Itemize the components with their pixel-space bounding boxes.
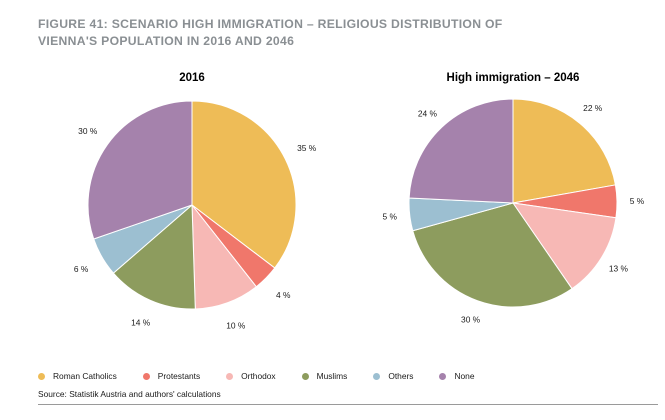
pie-slice-roman-catholics bbox=[512, 98, 616, 204]
legend-item-orthodox: Orthodox bbox=[226, 371, 276, 381]
legend-label: Roman Catholics bbox=[53, 371, 117, 381]
chart-title: High immigration – 2046 bbox=[447, 72, 580, 84]
legend: Roman Catholics Protestants Orthodox Muslim… bbox=[38, 371, 501, 381]
slice-label-muslims: 14 % bbox=[131, 317, 151, 327]
legend-label: None bbox=[454, 371, 475, 381]
legend-swatch bbox=[373, 372, 381, 380]
slice-label-orthodox: 10 % bbox=[226, 320, 246, 330]
bottom-rule bbox=[38, 404, 658, 405]
legend-swatch bbox=[226, 372, 234, 380]
figure-title-line-1: FIGURE 41: SCENARIO HIGH IMMIGRATION – R… bbox=[38, 17, 503, 31]
figure-title-line-2: VIENNA'S POPULATION IN 2016 AND 2046 bbox=[38, 34, 295, 48]
slice-label-roman-catholics: 35 % bbox=[297, 143, 317, 153]
legend-label: Orthodox bbox=[241, 371, 276, 381]
slice-label-muslims: 30 % bbox=[461, 315, 481, 325]
legend-label: Others bbox=[388, 371, 414, 381]
slice-label-others: 5 % bbox=[383, 212, 398, 222]
slice-label-orthodox: 13 % bbox=[609, 263, 629, 273]
slice-label-roman-catholics: 22 % bbox=[583, 103, 603, 113]
legend-swatch bbox=[38, 372, 45, 380]
pie-slice-orthodox bbox=[511, 202, 617, 290]
legend-swatch bbox=[142, 372, 150, 380]
source-note: Source: Statistik Austria and authors' c… bbox=[38, 389, 221, 399]
slice-label-others: 6 % bbox=[74, 264, 89, 274]
pie-slice-muslims bbox=[112, 203, 196, 310]
chart-title: 2016 bbox=[179, 72, 205, 84]
slice-label-protestants: 4 % bbox=[276, 290, 291, 300]
pie-slice-roman-catholics bbox=[191, 100, 297, 269]
slice-label-none: 24 % bbox=[418, 108, 438, 118]
legend-item-none: None bbox=[439, 371, 475, 381]
pie-chart-2046: High immigration – 2046 22 % 5 % 13 % 30 % 5 … bbox=[383, 72, 645, 325]
legend-item-muslims: Muslims bbox=[301, 371, 348, 381]
pie-chart-2016: 2016 35 % 4 % 10 % 14 % 6 % 30 % bbox=[74, 72, 317, 330]
legend-item-roman-catholics: Roman Catholics bbox=[38, 371, 117, 381]
legend-swatch bbox=[439, 372, 447, 380]
slice-label-protestants: 5 % bbox=[630, 196, 645, 206]
pie-slice-none bbox=[87, 100, 193, 240]
legend-item-protestants: Protestants bbox=[142, 371, 201, 381]
legend-label: Muslims bbox=[316, 371, 348, 381]
slice-label-none: 30 % bbox=[78, 126, 98, 136]
figure-title: FIGURE 41: SCENARIO HIGH IMMIGRATION – R… bbox=[38, 16, 638, 50]
legend-item-others: Others bbox=[373, 371, 413, 381]
pie-slice-muslims bbox=[412, 202, 573, 308]
legend-swatch bbox=[301, 372, 309, 380]
pie-slice-none bbox=[408, 98, 514, 204]
legend-label: Protestants bbox=[157, 371, 201, 381]
